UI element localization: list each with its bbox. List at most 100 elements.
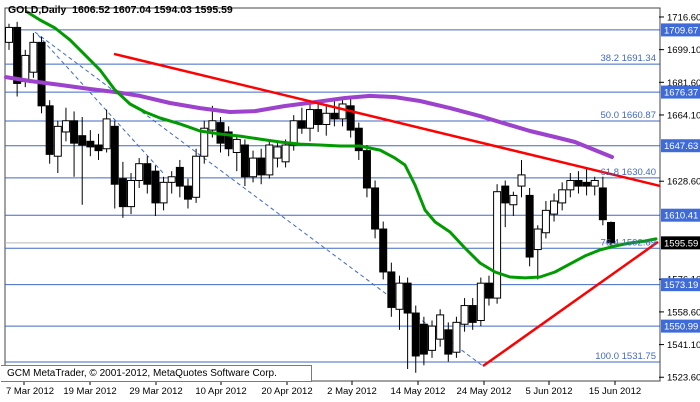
candle-bull (265, 144, 274, 176)
candle-bear (118, 178, 127, 208)
candle-bull (167, 176, 176, 183)
candle-bull (21, 54, 30, 83)
svg-text:1664.10: 1664.10 (667, 110, 700, 121)
candle-bull (127, 179, 136, 208)
svg-text:20 Apr 2012: 20 Apr 2012 (261, 386, 312, 397)
svg-text:1550.99: 1550.99 (664, 322, 698, 333)
candle-bull (273, 146, 282, 159)
candle-bear (598, 187, 607, 221)
candle-bull (289, 120, 298, 146)
candle-bear (501, 185, 510, 204)
candle-bear (86, 140, 95, 148)
svg-text:1523.60: 1523.60 (667, 373, 700, 384)
svg-text:38.2 1691.34: 38.2 1691.34 (601, 53, 656, 64)
price-line-badges: 1709.67 1676.37 1647.63 1610.41 1573.19 1550.… (661, 23, 700, 333)
candle-bear (110, 125, 119, 185)
candle-bear (151, 170, 160, 204)
candle-bear (94, 144, 103, 152)
red-trendlines[interactable] (113, 52, 661, 368)
candle-bull (476, 282, 485, 321)
candle-bull (61, 120, 70, 133)
svg-text:1647.63: 1647.63 (664, 141, 698, 152)
candle-bear (70, 120, 79, 144)
candle-bull (590, 179, 599, 187)
price-badge (661, 23, 700, 37)
candle-bull (249, 157, 258, 178)
svg-text:5 Jun 2012: 5 Jun 2012 (525, 386, 572, 397)
candle-bear (45, 105, 54, 155)
candle-bear (525, 194, 534, 258)
svg-text:50.0 1660.87: 50.0 1660.87 (601, 110, 656, 121)
candle-bear (330, 112, 339, 120)
candle-bull (460, 305, 469, 325)
candle-bull (338, 103, 347, 120)
svg-text:1628.60: 1628.60 (667, 177, 700, 188)
svg-text:15 Jun 2012: 15 Jun 2012 (589, 386, 641, 397)
candle-bear (606, 221, 615, 244)
candle-bull (533, 228, 542, 251)
candle-bear (484, 282, 493, 299)
candle-bear (371, 187, 380, 230)
candle-bear (175, 166, 184, 187)
candle-bull (5, 26, 13, 43)
price-axis[interactable]: 1716.601699.101681.601664.101628.601576.… (659, 0, 700, 402)
svg-text:1716.60: 1716.60 (667, 12, 700, 23)
candle-bear (582, 181, 591, 187)
svg-text:100.0 1531.75: 100.0 1531.75 (595, 351, 656, 362)
candle-bull (305, 109, 314, 129)
symbol-quote-line: GOLD,Daily 1606.52 1607.04 1594.03 1595.… (8, 4, 233, 16)
price-badge (661, 208, 700, 222)
candle-bear (13, 26, 22, 84)
candle-bull (192, 155, 201, 198)
svg-text:1610.41: 1610.41 (664, 211, 698, 222)
price-badge (661, 85, 700, 99)
svg-text:1681.60: 1681.60 (667, 78, 700, 89)
candle-bull (452, 321, 461, 353)
candle-bear (574, 179, 583, 187)
svg-text:1676.37: 1676.37 (664, 88, 698, 99)
price-badge (661, 278, 700, 292)
svg-text:1558.60: 1558.60 (667, 307, 700, 318)
candle-bear (78, 135, 87, 146)
svg-text:1595.59: 1595.59 (664, 238, 698, 249)
candle-bear (297, 120, 306, 129)
candle-bull (558, 189, 567, 204)
candle-bear (143, 163, 152, 185)
candle-bear (257, 157, 266, 176)
candle-bull (436, 314, 445, 340)
svg-text:10 Apr 2012: 10 Apr 2012 (195, 386, 246, 397)
fibonacci-labels: 38.2 1691.34 50.0 1660.87 61.8 1630.40 76.4… (595, 53, 656, 362)
candle-bear (444, 329, 453, 355)
date-axis[interactable]: 7 Mar 2012 19 Mar 2012 29 Mar 2012 10 Apr 2… (6, 381, 641, 397)
copyright-text: GCM MetaTrader, © 2001-2012, MetaQuotes … (7, 368, 277, 379)
candle-bull (159, 181, 168, 204)
candle-bear (183, 185, 192, 200)
candle-bull (493, 191, 502, 299)
candle-bear (468, 305, 477, 323)
candle-bull (102, 118, 111, 150)
candle-bear (419, 323, 428, 355)
candle-bull (509, 194, 518, 206)
candle-bull (281, 144, 290, 163)
candle-bear (354, 127, 363, 152)
svg-text:29 Mar 2012: 29 Mar 2012 (129, 386, 182, 397)
svg-text:2 May 2012: 2 May 2012 (327, 386, 377, 397)
candle-bull (566, 179, 575, 191)
candle-bear (411, 312, 420, 357)
candle-bull (322, 112, 331, 125)
candle-bear (362, 150, 371, 189)
candle-bull (208, 120, 217, 131)
svg-text:1699.10: 1699.10 (667, 45, 700, 56)
candle-bull (550, 200, 559, 215)
candle-bull (541, 209, 550, 234)
copyright-box: GCM MetaTrader, © 2001-2012, MetaQuotes … (1, 365, 312, 382)
slow-ma-line-purple[interactable] (4, 75, 614, 159)
candle-bear (346, 105, 355, 131)
candle-bear (240, 144, 249, 178)
svg-text:14 May 2012: 14 May 2012 (391, 386, 446, 397)
svg-text:1541.10: 1541.10 (667, 340, 700, 351)
current-price-badge (661, 236, 700, 250)
fast-ma-line-green[interactable] (25, 10, 658, 280)
